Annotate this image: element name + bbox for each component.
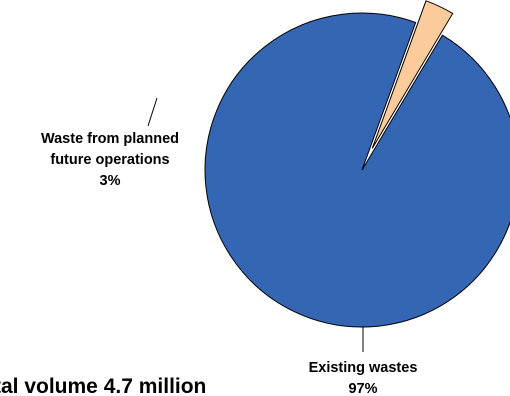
pie-slice-0 xyxy=(204,12,510,328)
slice-label-planned-future-operations-line2: future operations xyxy=(50,152,169,168)
slice-value-planned-future-operations: 3% xyxy=(100,173,121,189)
pie-slices xyxy=(204,0,510,328)
slice-label-existing-wastes-line1: Existing wastes xyxy=(309,360,418,376)
slice-value-existing-wastes: 97% xyxy=(348,381,377,396)
pie-slice-1 xyxy=(371,0,454,149)
leader-line-planned-future-operations xyxy=(147,97,158,127)
slice-label-planned-future-operations: Waste from planned xyxy=(41,131,179,147)
chart-caption: tal volume 4.7 million xyxy=(0,375,206,396)
slice-label-existing-wastes: Existing wastes xyxy=(309,360,418,376)
